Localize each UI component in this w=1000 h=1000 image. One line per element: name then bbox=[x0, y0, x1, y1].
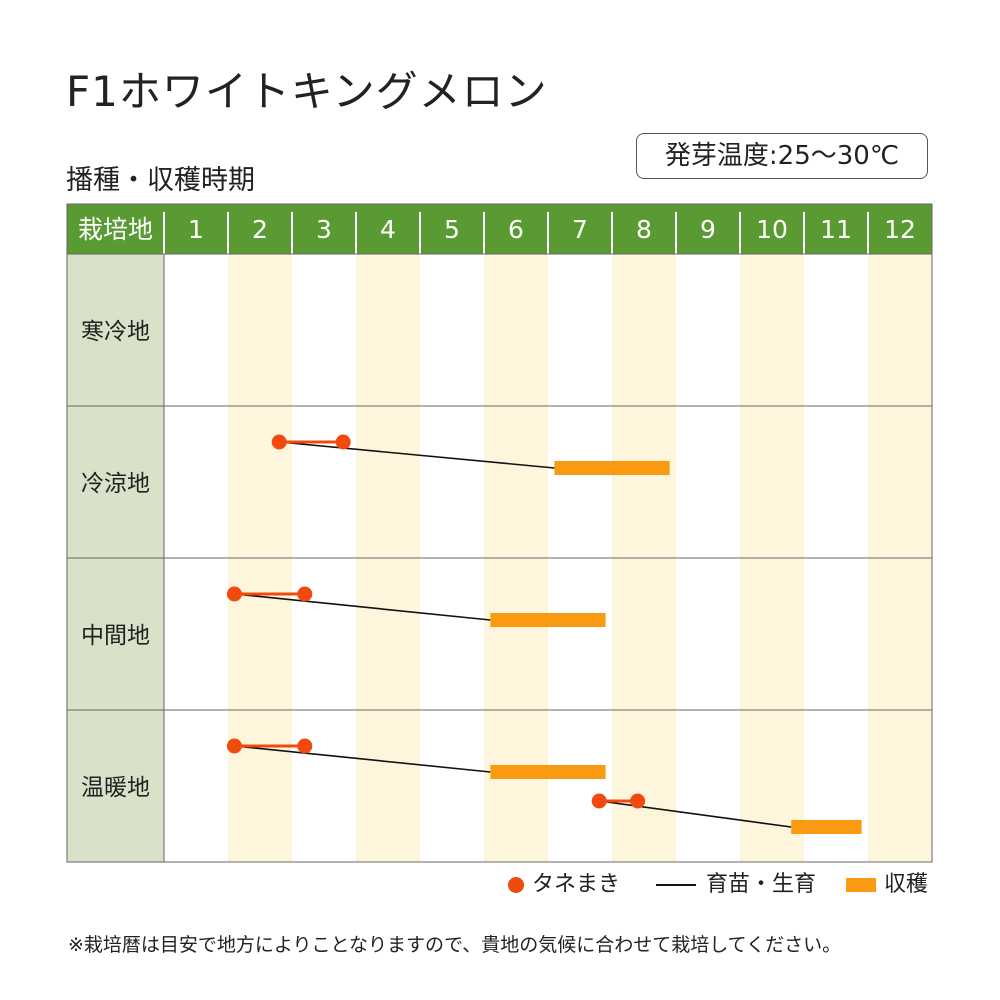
harvest-bar-icon bbox=[846, 878, 876, 892]
month-tick-label: 1 bbox=[188, 215, 204, 244]
month-tick-label: 11 bbox=[820, 215, 852, 244]
chart-legend: タネまき 育苗・生育 収穫 bbox=[0, 870, 1000, 900]
chart-frame bbox=[66, 203, 933, 863]
page-title: F1ホワイトキングメロン bbox=[66, 67, 548, 116]
region-label: 中間地 bbox=[81, 623, 150, 649]
month-tick-label: 4 bbox=[380, 215, 396, 244]
sowing-end-dot bbox=[297, 586, 313, 602]
chart-subtitle: 播種・収穫時期 bbox=[66, 165, 255, 196]
growing-line bbox=[279, 441, 555, 469]
month-tick-label: 5 bbox=[444, 215, 460, 244]
footnote: ※栽培暦は目安で地方によりことなりますので、貴地の気候に合わせて栽培してください… bbox=[68, 934, 842, 956]
month-tick-label: 3 bbox=[316, 215, 332, 244]
sowing-start-dot bbox=[591, 793, 607, 809]
month-tick-label: 7 bbox=[572, 215, 588, 244]
legend-label-growing: 育苗・生育 bbox=[706, 872, 817, 897]
legend-item-sowing: タネまき bbox=[508, 870, 620, 900]
header-row bbox=[67, 204, 932, 254]
month-tick-label: 10 bbox=[756, 215, 788, 244]
legend-item-growing: 育苗・生育 bbox=[656, 870, 816, 900]
harvest-bar bbox=[490, 765, 606, 779]
region-label: 寒冷地 bbox=[81, 319, 150, 345]
growing-line-icon bbox=[656, 884, 696, 886]
legend-label-harvest: 収穫 bbox=[884, 872, 929, 897]
region-label: 温暖地 bbox=[81, 775, 150, 801]
sowing-end-dot bbox=[335, 434, 351, 450]
harvest-bar bbox=[791, 820, 862, 834]
legend-item-harvest: 収穫 bbox=[846, 870, 928, 900]
germination-temp-badge: 発芽温度:25〜30℃ bbox=[636, 133, 928, 179]
growing-line bbox=[599, 800, 792, 828]
month-tick-label: 8 bbox=[636, 215, 652, 244]
sowing-dot-icon bbox=[508, 877, 524, 893]
growing-line bbox=[234, 593, 491, 621]
month-tick-label: 6 bbox=[508, 215, 524, 244]
sowing-end-dot bbox=[297, 738, 313, 754]
harvest-bar bbox=[490, 613, 606, 627]
sowing-start-dot bbox=[226, 738, 242, 754]
month-tick-label: 12 bbox=[884, 215, 916, 244]
header-label: 栽培地 bbox=[78, 215, 153, 244]
sowing-start-dot bbox=[271, 434, 287, 450]
harvest-bar bbox=[554, 461, 670, 475]
month-tick-label: 2 bbox=[252, 215, 268, 244]
legend-label-sowing: タネまき bbox=[532, 872, 621, 897]
region-label: 冷涼地 bbox=[81, 471, 150, 497]
sowing-end-dot bbox=[630, 793, 646, 809]
month-tick-label: 9 bbox=[700, 215, 716, 244]
growing-line bbox=[234, 745, 491, 773]
sowing-start-dot bbox=[226, 586, 242, 602]
